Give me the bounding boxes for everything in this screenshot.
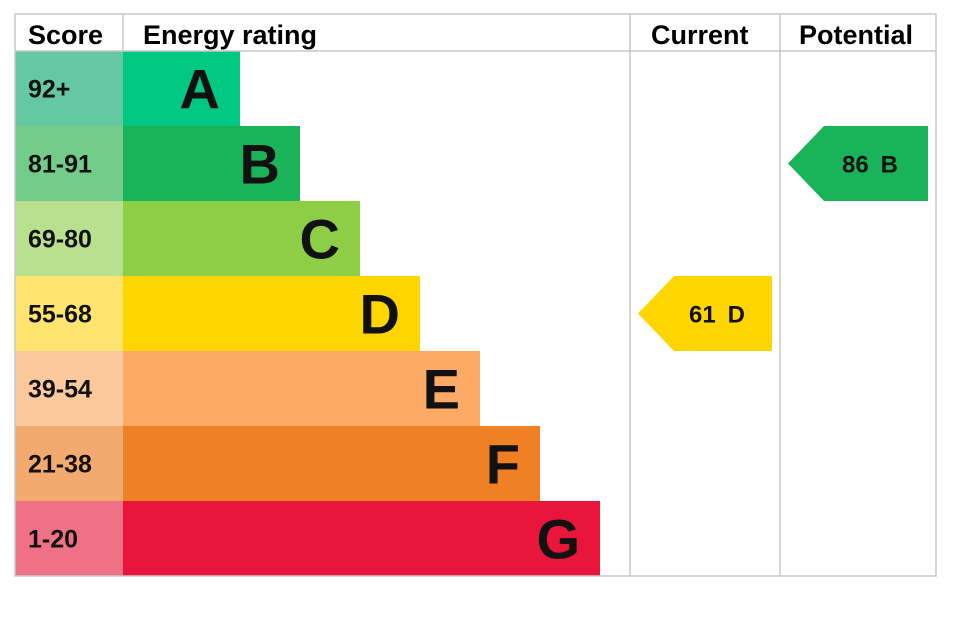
potential-arrow xyxy=(788,126,928,201)
score-range-g: 1-20 xyxy=(28,526,78,554)
rating-letter-e: E xyxy=(423,358,460,421)
current-rating-letter: D xyxy=(728,302,745,329)
current-header: Current xyxy=(651,20,749,50)
score-cell-e xyxy=(15,351,123,426)
rating-bar-b xyxy=(123,126,300,201)
rating-bar-c xyxy=(123,201,360,276)
score-cell-a xyxy=(15,51,123,126)
score-range-d: 55-68 xyxy=(28,301,92,329)
rating-letter-g: G xyxy=(536,508,580,571)
score-cell-d xyxy=(15,276,123,351)
rating-letter-d: D xyxy=(360,283,400,346)
score-cell-b xyxy=(15,126,123,201)
score-range-b: 81-91 xyxy=(28,151,92,179)
current-arrow xyxy=(638,276,772,351)
score-cell-g xyxy=(15,501,123,576)
rating-letter-c: C xyxy=(300,208,340,271)
score-range-a: 92+ xyxy=(28,76,70,104)
rating-bands: 92+ A 81-91 B 69-80 C 55-68 D 39-54 E 21-38 F 1-20 G xyxy=(15,51,600,576)
rating-letter-a: A xyxy=(180,58,220,121)
table-border xyxy=(14,13,937,577)
rating-bar-g xyxy=(123,501,600,576)
rating-bar-f xyxy=(123,426,540,501)
rating-bar-d xyxy=(123,276,420,351)
score-cell-f xyxy=(15,426,123,501)
energy-rating-header: Energy rating xyxy=(143,20,317,50)
score-range-f: 21-38 xyxy=(28,451,92,479)
rating-arrows: 61 D 86 B xyxy=(638,126,928,351)
rating-bar-e xyxy=(123,351,480,426)
score-header: Score xyxy=(28,20,103,50)
potential-rating-label: 86 B xyxy=(842,152,898,179)
potential-rating-value: 86 xyxy=(842,152,869,179)
current-rating-value: 61 xyxy=(689,302,716,329)
rating-bar-a xyxy=(123,51,240,126)
table-grid xyxy=(14,13,937,577)
rating-letter-f: F xyxy=(486,433,520,496)
potential-header: Potential xyxy=(799,20,913,50)
score-cell-c xyxy=(15,201,123,276)
current-rating-label: 61 D xyxy=(689,302,745,329)
potential-rating-letter: B xyxy=(881,152,898,179)
score-range-c: 69-80 xyxy=(28,226,92,254)
score-range-e: 39-54 xyxy=(28,376,92,404)
rating-letter-b: B xyxy=(240,133,280,196)
